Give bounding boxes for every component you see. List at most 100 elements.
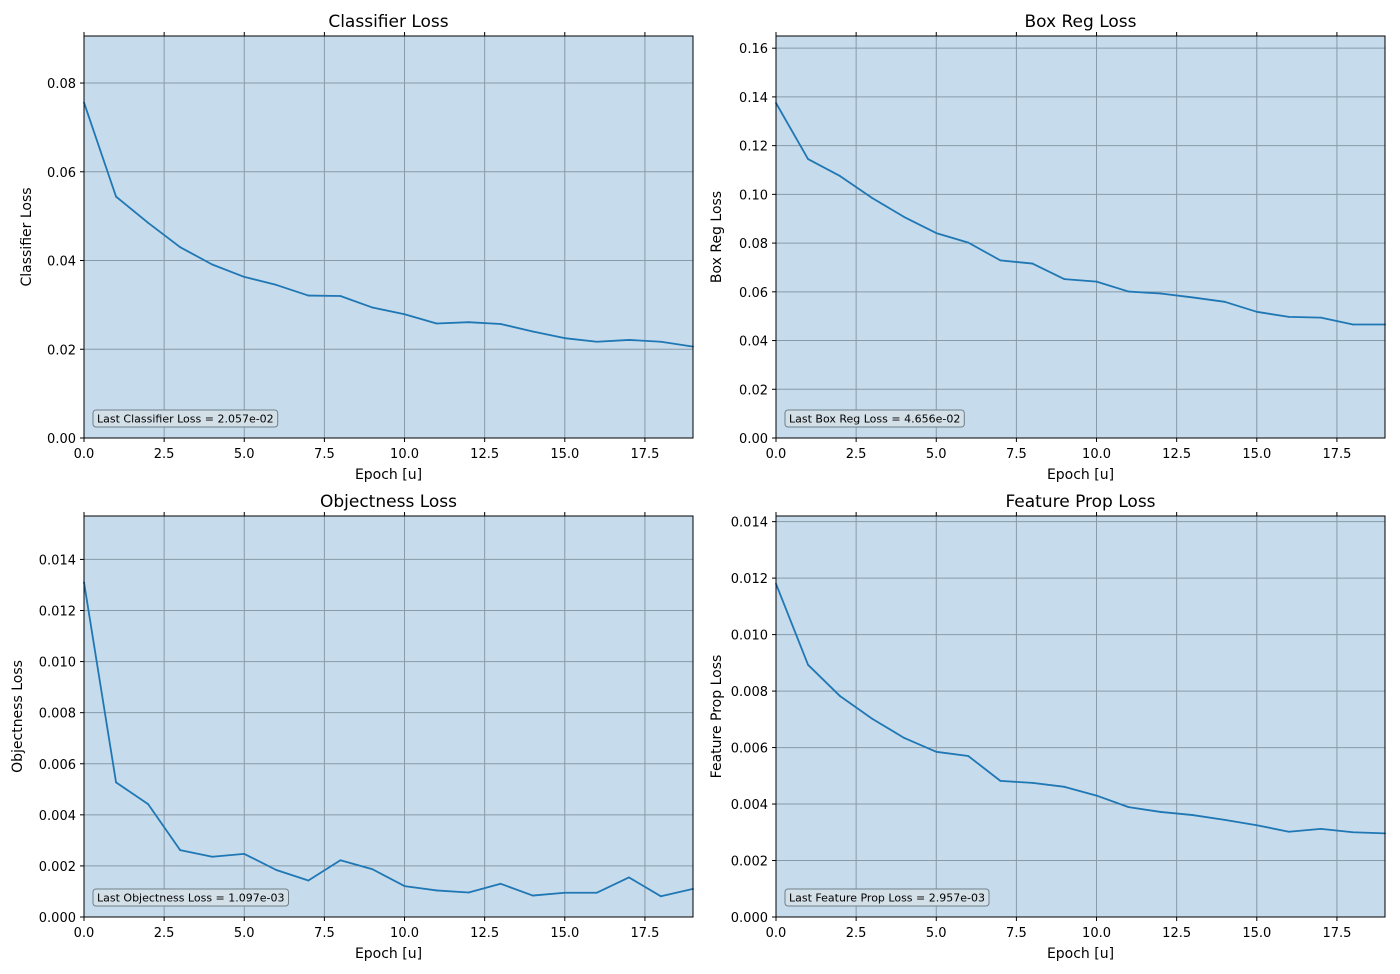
x-tick-label: 5.0 [926,926,947,941]
data-point [839,695,842,698]
y-tick-label: 0.000 [39,911,76,926]
data-point [1255,310,1258,313]
data-point [1031,262,1034,265]
data-point [1063,785,1066,788]
axes-frame [83,515,694,918]
data-point [531,894,534,897]
data-point [1223,300,1226,303]
axes-frame [775,515,1386,918]
data-point [403,885,406,887]
x-tick-label: 12.5 [470,926,499,941]
y-tick-label: 0.06 [739,286,768,301]
data-point [371,868,374,871]
y-tick-label: 0.006 [731,742,768,757]
chart-title: Box Reg Loss [1025,12,1137,32]
chart-title: Feature Prop Loss [1005,492,1155,512]
x-tick-label: 15.0 [1242,926,1271,941]
x-tick-label: 0.0 [74,447,95,462]
x-axis-label: Epoch [u] [1047,467,1114,483]
y-tick-label: 0.04 [739,335,768,350]
x-tick-label: 5.0 [234,926,255,941]
y-tick-label: 0.04 [47,255,76,270]
annotation-text: Last Feature Prop Loss = 2.957e-03 [789,892,985,905]
data-point [807,663,809,666]
y-axis-label: Box Reg Loss [709,191,725,283]
y-tick-label: 0.08 [47,77,76,92]
data-point [1095,794,1098,797]
annotation-text: Last Objectness Loss = 1.097e-03 [97,892,285,905]
x-tick-label: 7.5 [314,926,335,941]
x-tick-label: 2.5 [154,926,175,941]
x-tick-label: 7.5 [1006,926,1027,941]
data-point [1287,830,1290,833]
data-point [307,294,310,297]
x-tick-label: 10.0 [390,926,419,941]
y-tick-label: 0.006 [39,758,76,773]
data-point [499,323,502,325]
data-point [563,891,566,894]
data-point [1319,316,1322,319]
y-tick-label: 0.002 [39,860,76,875]
y-tick-label: 0.012 [731,572,768,587]
x-axis-label: Epoch [u] [355,467,422,483]
y-axis-label: Feature Prop Loss [709,655,725,779]
data-point [627,339,630,341]
data-point [403,313,406,316]
data-point [1255,824,1258,827]
plot-area-fill [84,36,693,438]
x-tick-label: 10.0 [1082,926,1111,941]
annotation-box [92,888,289,907]
data-point [115,781,117,784]
x-tick-label: 15.0 [1242,447,1271,462]
data-point [179,246,182,249]
y-tick-label: 0.16 [739,42,768,57]
data-point [999,779,1002,782]
data-point [935,750,938,753]
loss-series-line [775,583,1386,835]
data-point [839,175,842,177]
x-tick-label: 0.0 [766,926,787,941]
x-axis-label: Epoch [u] [355,946,422,962]
last-loss-annotation: Last Feature Prop Loss = 2.957e-03 [784,888,990,907]
y-tick-label: 0.14 [739,91,768,106]
data-point [1352,831,1354,834]
data-point [1127,290,1130,293]
data-point [627,876,630,879]
data-point [499,882,502,885]
chart-title: Classifier Loss [328,12,448,32]
data-point [531,330,534,333]
x-tick-label: 17.5 [630,447,659,462]
data-point [1287,316,1290,318]
y-tick-label: 0.004 [731,798,768,813]
x-tick-label: 0.0 [766,447,787,462]
data-point [1191,814,1194,816]
data-point [243,853,246,855]
y-tick-label: 0.014 [39,553,76,568]
annotation-box [92,409,279,428]
data-point [903,216,906,218]
data-point [903,737,906,739]
data-point [999,259,1002,262]
y-tick-label: 0.010 [731,629,768,644]
data-point [1319,827,1322,830]
data-point [435,889,438,892]
loss-series-line [775,102,1385,326]
last-loss-annotation: Last Objectness Loss = 1.097e-03 [92,888,289,907]
x-tick-label: 7.5 [1006,447,1027,462]
y-tick-label: 0.004 [39,809,76,824]
data-point [1352,323,1354,326]
y-tick-label: 0.02 [47,343,76,358]
data-point [595,891,598,894]
plot-area-fill [776,36,1385,438]
data-point [339,859,342,862]
x-tick-label: 17.5 [1322,926,1351,941]
annotation-text: Last Box Reg Loss = 4.656e-02 [789,413,960,426]
data-point [435,322,438,325]
x-tick-label: 5.0 [234,447,255,462]
data-point [1159,811,1162,813]
plot-area-fill [84,516,693,917]
y-axis-label: Objectness Loss [10,660,26,773]
last-loss-annotation: Last Box Reg Loss = 4.656e-02 [784,409,965,428]
chart-panel-objectness-loss: 0.0 2.5 5.0 7.5 10.0 12.5 15.0 17.5 0.000 0.002 0.… [10,492,694,962]
data-point [1159,292,1162,295]
